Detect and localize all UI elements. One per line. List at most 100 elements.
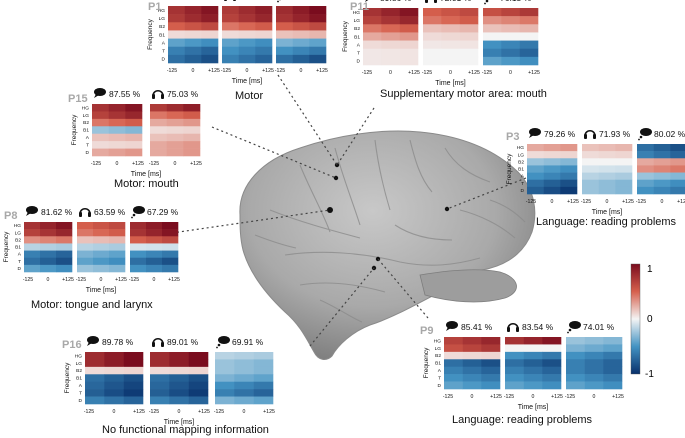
heatmap-cell [523,351,543,360]
heatmap-cell [462,374,482,382]
heatmap-cell [501,32,520,41]
row-label-b1: B1 [354,34,360,40]
accuracy-label: 67.29 % [147,207,179,217]
heatmap-cell [582,158,599,166]
row-label-d: D [438,383,442,389]
heatmap-cell [238,54,256,64]
heatmap-cell [40,236,57,244]
panel-p15: P15 Motor: mouth [62,90,222,195]
y-axis-label: Frequency [64,362,71,393]
row-label-hg: HG [158,8,165,14]
heatmap-cell [292,38,310,48]
row-label-b1: B1 [76,376,82,382]
heatmap-cell [276,46,293,56]
heatmap-cell [292,30,310,39]
heatmap-cell [399,40,419,50]
panel-caption: Supplementary motor area: mouth [380,88,547,100]
heatmap-cell [598,158,616,166]
heatmap-cell [441,8,460,17]
panel-caption: Motor: tongue and larynx [31,299,153,311]
heatmap-cell [276,22,293,31]
connector-lines [171,74,527,347]
accuracy-label: 69.91 % [232,337,264,347]
panel-id: P9 [420,325,434,337]
heatmap-cell [423,32,442,41]
heatmap-cell [146,257,163,266]
heatmap-cell [523,337,543,345]
accuracy-label: 74.01 % [583,322,615,332]
heatmap-cell [168,30,185,39]
heatmap-cell [542,337,562,345]
heatmap-cell [234,366,254,375]
thought-bubble-icon [131,206,145,219]
heatmap-cell [201,54,219,64]
y-axis-label: Frequency [423,347,430,378]
panel-p3: P3 Language: reading problems [502,128,685,236]
heatmap-cell [255,22,273,31]
x-tick-label: 0 [192,68,195,74]
panel-caption: Language: reading problems [452,414,593,426]
row-label-a: A [521,174,525,180]
heatmap-cell [483,24,502,33]
heatmap-cell [603,337,623,345]
heatmap-cell [184,54,202,64]
heatmap-cell [505,351,524,360]
heatmap-cell [183,104,201,112]
heatmap-cell [309,14,327,23]
heatmap-cell [501,56,520,66]
accuracy-label: 80.02 % [654,129,685,139]
heatmap-cell [40,264,57,273]
x-tick-label: -125 [129,277,139,283]
heatmap-cell [184,14,202,23]
heatmap-cell [481,366,501,375]
heatmap-cell [56,229,73,237]
heatmap-cell [238,6,256,15]
heatmap-cell [399,8,419,17]
x-tick-label: 0 [100,277,103,283]
heatmap-cell [166,148,184,157]
heatmap-cell [222,54,239,64]
heatmap-listening [222,6,273,64]
heatmap-cell [123,374,144,383]
speech-bubble-icon [529,128,541,138]
heatmap-cell [519,48,539,58]
heatmap-cell [234,381,254,390]
heatmap-cell [168,22,185,31]
panel-p11-heatmaps: Frequency HG LG B2 B1 ATD 89.86 % -125 0 +125 72.0… [342,0,540,87]
x-tick-label: 0 [243,409,246,415]
heatmap-listening [77,222,126,273]
heatmap-cell [276,30,293,39]
row-label-a: A [357,42,361,48]
heatmap-cell [542,366,562,375]
x-tick-label: 0 [47,277,50,283]
heatmap-cell [670,144,685,152]
heatmap-cell [238,22,256,31]
heatmap-cell [543,165,561,173]
heatmap-cell [381,32,400,41]
heatmap-cell [603,366,623,375]
heatmap-cell [309,38,327,48]
x-tick-label: -125 [84,409,94,415]
heatmap-cell [501,48,520,58]
heatmap-cell [543,158,561,166]
heatmap-cell [93,250,110,259]
heatmap-cell [483,40,502,50]
row-label-b1: B1 [159,32,165,38]
heatmap-cell [201,22,219,31]
x-axis-label: Time [ms] [232,78,263,85]
heatmap-cell [381,56,400,66]
heatmap-cell [188,374,209,383]
heatmap-cell [615,179,633,188]
accuracy-label: 72.01 % [440,0,472,3]
heatmap-cell [566,359,585,368]
heatmap-cell [276,54,293,64]
heatmap-cell [543,179,561,188]
heatmap-cell [519,56,539,66]
heatmap-cell [566,374,585,382]
heatmap-listening [150,104,201,157]
heatmap-cell [188,352,209,360]
heatmap-cell [24,222,41,230]
heatmap-cell [670,165,685,173]
panel-p1-heatmaps: Frequency HG LG B2 B1 ATD 85.86 % -125 0 +125 66.4… [147,0,328,85]
